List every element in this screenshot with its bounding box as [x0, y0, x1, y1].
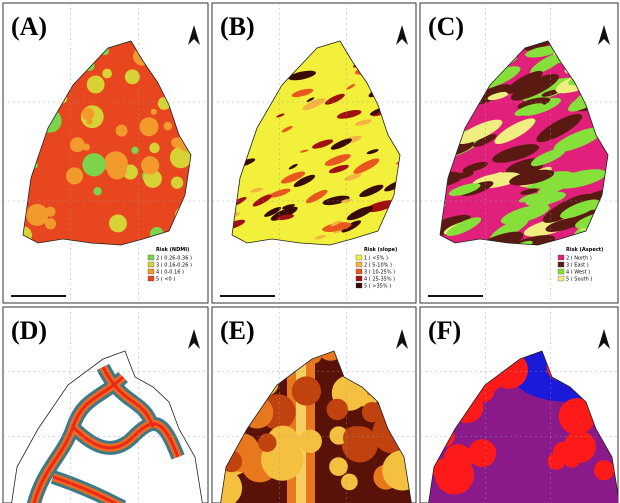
panel-label: (D) — [11, 316, 47, 345]
legend-swatch — [148, 276, 154, 281]
zone — [151, 109, 157, 115]
zone — [548, 452, 566, 470]
zone — [26, 204, 48, 226]
zone — [164, 122, 173, 131]
zone — [116, 125, 128, 137]
panel-label: (A) — [11, 12, 47, 41]
legend-swatch — [356, 269, 362, 274]
zone — [82, 153, 105, 176]
zone — [298, 430, 321, 453]
legend-swatch — [558, 255, 564, 260]
legend-label: 5 ( <0 ) — [156, 277, 175, 283]
zone — [329, 457, 348, 476]
legend-label: 2 ( 0.26-0.36 ) — [156, 256, 192, 262]
panel-label: (E) — [220, 316, 255, 345]
legend-label: 4 ( West ) — [566, 270, 590, 276]
zone — [594, 460, 614, 480]
legend-swatch — [356, 262, 362, 267]
zone — [563, 439, 584, 460]
legend-label: 1 ( <5% ) — [364, 256, 388, 262]
zone — [87, 76, 105, 94]
legend-swatch — [558, 276, 564, 281]
legend-title: Risk (Aspect) — [566, 247, 603, 253]
scale-bar — [11, 295, 66, 297]
legend-title: Risk (slope) — [364, 247, 397, 253]
legend-label: 4 ( 25-35% ) — [364, 277, 395, 283]
legend-title: Risk (NDMI) — [156, 247, 189, 253]
panel-label: (F) — [428, 316, 461, 345]
zone — [45, 218, 56, 229]
zone — [171, 177, 183, 189]
legend-label: 5 ( >35% ) — [364, 284, 391, 290]
panel: (F) — [420, 307, 620, 503]
legend-swatch — [558, 269, 564, 274]
zone — [341, 474, 358, 491]
zone — [104, 151, 128, 175]
legend-label: 3 ( 0.16-0.26 ) — [156, 263, 192, 269]
zone — [468, 439, 496, 467]
legend-swatch — [356, 283, 362, 288]
panel: (C) Risk (Aspect) 2 ( North )3 ( East )4 (… — [408, 3, 620, 303]
zone — [171, 137, 181, 147]
legend-label: 3 ( East ) — [566, 263, 589, 269]
zone — [45, 207, 55, 217]
zone — [139, 117, 158, 136]
figure: (A) Risk (NDMI) 2 ( 0.26-0.36 )3 ( 0.16-0.… — [0, 0, 620, 503]
panel-label: (B) — [220, 12, 255, 41]
legend-swatch — [148, 255, 154, 260]
legend-swatch — [356, 255, 362, 260]
legend-label: 2 ( 5-10% ) — [364, 263, 392, 269]
scale-bar — [428, 295, 483, 297]
scale-bar — [220, 295, 275, 297]
legend-swatch — [148, 269, 154, 274]
zone — [125, 69, 140, 84]
legend-label: 4 ( 0-0.16 ) — [156, 270, 184, 276]
legend-swatch — [356, 276, 362, 281]
panel: (B) Risk (slope) 1 ( <5% )2 ( 5-10% )3 ( 1… — [212, 3, 416, 303]
legend-label: 3 ( 10-25% ) — [364, 270, 395, 276]
zone — [292, 376, 321, 405]
legend-label: 5 ( South ) — [566, 277, 592, 283]
zone — [93, 187, 101, 195]
panel: (A) Risk (NDMI) 2 ( 0.26-0.36 )3 ( 0.16-0.… — [3, 3, 208, 303]
panel: (E) — [204, 307, 423, 503]
zone — [70, 137, 85, 152]
panel-label: (C) — [428, 12, 464, 41]
zone — [109, 214, 127, 232]
legend-swatch — [558, 262, 564, 267]
zone — [66, 167, 83, 184]
zone — [82, 108, 95, 121]
zone — [102, 69, 112, 79]
zone — [141, 156, 159, 174]
zone — [86, 119, 92, 125]
legend-label: 2 ( North ) — [566, 256, 592, 262]
zone — [566, 403, 582, 419]
zone — [435, 455, 474, 494]
zone — [327, 399, 348, 420]
panel: (D) — [3, 307, 208, 503]
zone — [149, 143, 159, 153]
legend-swatch — [148, 262, 154, 267]
zone — [131, 147, 138, 154]
